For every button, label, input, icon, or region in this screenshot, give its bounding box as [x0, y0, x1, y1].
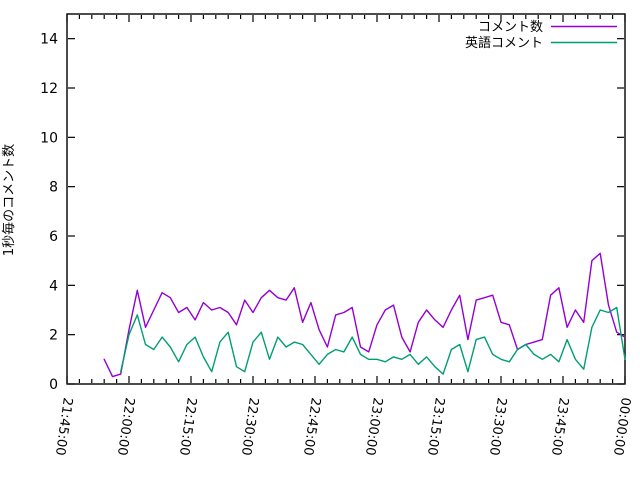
x-axis-tick-labels: 21:45:00 22:00:00 22:15:00 22:30:00 22:45:00… [52, 396, 633, 456]
data-series [103, 252, 626, 378]
x-tick-label: 22:00:00 [114, 396, 137, 456]
y-tick-label: 4 [49, 278, 58, 294]
y-tick-label: 8 [49, 180, 58, 196]
x-axis-ticks [66, 15, 626, 383]
y-tick-label: 0 [49, 377, 58, 393]
x-tick-label: 00:00:00 [610, 396, 633, 456]
y-tick-label: 12 [40, 81, 58, 97]
y-axis-ticks [68, 38, 624, 385]
x-tick-label: 23:00:00 [362, 396, 385, 456]
x-tick-label: 23:15:00 [424, 396, 447, 456]
y-tick-label: 2 [49, 328, 58, 344]
y-tick-label: 10 [40, 130, 58, 146]
series-line-コメント数 [103, 252, 626, 378]
x-tick-label: 21:45:00 [52, 396, 75, 456]
x-tick-label: 22:15:00 [176, 396, 199, 456]
x-tick-label: 22:30:00 [238, 396, 261, 456]
y-tick-label: 6 [49, 229, 58, 245]
x-tick-label: 23:45:00 [548, 396, 571, 456]
y-axis-title: 1秒毎のコメント数 [1, 144, 17, 256]
x-tick-label: 23:30:00 [486, 396, 509, 456]
legend-label: 英語コメント [465, 35, 543, 51]
y-axis-tick-labels: 0 2 4 6 8 10 12 14 [40, 32, 58, 393]
y-tick-label: 14 [40, 32, 58, 48]
legend-label: コメント数 [478, 20, 543, 35]
plot-border [66, 13, 626, 385]
x-tick-label: 22:45:00 [300, 396, 323, 456]
series-line-英語コメント [119, 306, 626, 375]
